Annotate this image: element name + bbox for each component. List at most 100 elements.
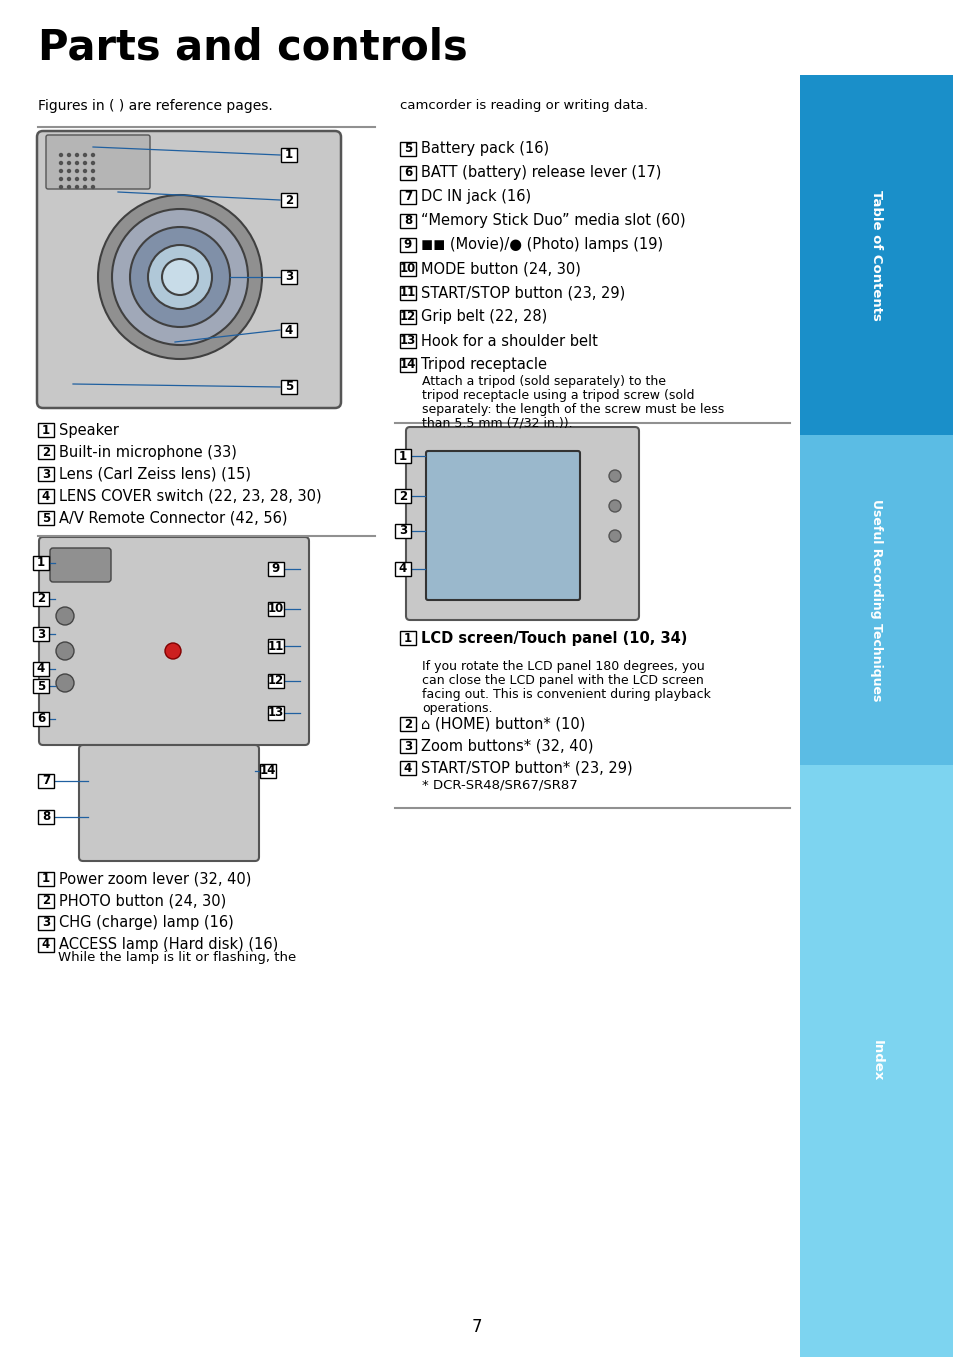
Circle shape [83,176,87,182]
Text: 2: 2 [285,194,293,206]
Circle shape [165,643,181,660]
Text: 4: 4 [285,323,293,337]
Bar [33,678,49,693]
Text: 5: 5 [37,680,45,692]
Bar [281,148,296,161]
Text: Hook for a shoulder belt: Hook for a shoulder belt [420,334,598,349]
Text: Table of Contents: Table of Contents [869,190,882,320]
Bar [33,712,49,726]
Text: 2: 2 [37,593,45,605]
Text: While the lamp is lit or flashing, the: While the lamp is lit or flashing, the [58,951,296,965]
Bar [268,639,284,653]
Circle shape [74,160,79,166]
Bar [399,761,416,775]
Bar [399,309,416,324]
Text: 12: 12 [268,674,284,688]
Bar [800,75,953,436]
Text: camcorder is reading or writing data.: camcorder is reading or writing data. [399,99,647,113]
Text: 3: 3 [42,468,50,480]
Circle shape [67,185,71,189]
Text: 10: 10 [399,262,416,275]
FancyBboxPatch shape [46,134,150,189]
Text: 1: 1 [403,631,412,645]
FancyBboxPatch shape [39,537,309,745]
Text: Zoom buttons* (32, 40): Zoom buttons* (32, 40) [420,738,593,753]
Text: 5: 5 [42,512,51,525]
Circle shape [67,168,71,174]
Text: 14: 14 [259,764,276,778]
Bar [399,262,416,275]
Circle shape [74,176,79,182]
Text: Lens (Carl Zeiss lens) (15): Lens (Carl Zeiss lens) (15) [59,467,251,482]
Circle shape [91,153,95,157]
Text: 7: 7 [403,190,412,204]
Text: START/STOP button (23, 29): START/STOP button (23, 29) [420,285,624,300]
Text: separately: the length of the screw must be less: separately: the length of the screw must… [421,403,723,417]
Text: Grip belt (22, 28): Grip belt (22, 28) [420,309,547,324]
Text: 3: 3 [398,525,407,537]
Bar [399,740,416,753]
Bar [399,631,416,645]
Bar [399,334,416,347]
Bar [38,467,54,480]
Bar [38,894,54,908]
Circle shape [608,470,620,482]
Bar [281,323,296,337]
Text: facing out. This is convenient during playback: facing out. This is convenient during pl… [421,688,710,702]
Circle shape [91,176,95,182]
Bar [38,423,54,437]
Bar [38,810,54,824]
Text: ⌂ (HOME) button* (10): ⌂ (HOME) button* (10) [420,716,585,731]
Text: Power zoom lever (32, 40): Power zoom lever (32, 40) [59,871,251,886]
Text: operations.: operations. [421,702,492,715]
Circle shape [56,674,74,692]
Bar [281,193,296,208]
Bar [395,489,411,503]
Text: 1: 1 [42,873,50,886]
Text: tripod receptacle using a tripod screw (sold: tripod receptacle using a tripod screw (… [421,389,694,402]
Bar [268,674,284,688]
Circle shape [130,227,230,327]
Text: 4: 4 [42,490,51,502]
Text: Battery pack (16): Battery pack (16) [420,141,549,156]
Text: LCD screen/Touch panel (10, 34): LCD screen/Touch panel (10, 34) [420,631,687,646]
Bar [268,706,284,721]
Circle shape [83,153,87,157]
Bar [38,512,54,525]
Text: Parts and controls: Parts and controls [38,27,467,69]
Text: 11: 11 [268,639,284,653]
Bar [399,214,416,228]
Text: BATT (battery) release lever (17): BATT (battery) release lever (17) [420,166,660,180]
Bar [33,592,49,607]
Text: 11: 11 [399,286,416,300]
Circle shape [83,160,87,166]
Text: 2: 2 [42,894,50,908]
Circle shape [83,185,87,189]
Circle shape [74,185,79,189]
Circle shape [98,195,262,360]
Bar [33,662,49,676]
Circle shape [67,160,71,166]
Text: Speaker: Speaker [59,422,119,437]
Bar [800,765,953,1357]
Text: LENS COVER switch (22, 23, 28, 30): LENS COVER switch (22, 23, 28, 30) [59,489,321,503]
Text: 3: 3 [403,740,412,753]
Text: 4: 4 [403,761,412,775]
Text: 1: 1 [42,423,50,437]
Text: 10: 10 [268,603,284,616]
Text: Tripod receptacle: Tripod receptacle [420,357,546,373]
Text: 14: 14 [399,358,416,372]
Text: 8: 8 [42,810,51,824]
Text: 7: 7 [471,1318,482,1337]
Bar [38,445,54,459]
Bar [38,773,54,788]
Text: 3: 3 [285,270,293,284]
Text: 9: 9 [403,239,412,251]
Text: 1: 1 [37,556,45,570]
Text: 2: 2 [403,718,412,730]
Bar [38,489,54,503]
Circle shape [59,168,63,174]
Text: 4: 4 [42,939,51,951]
Circle shape [67,153,71,157]
Bar [33,556,49,570]
